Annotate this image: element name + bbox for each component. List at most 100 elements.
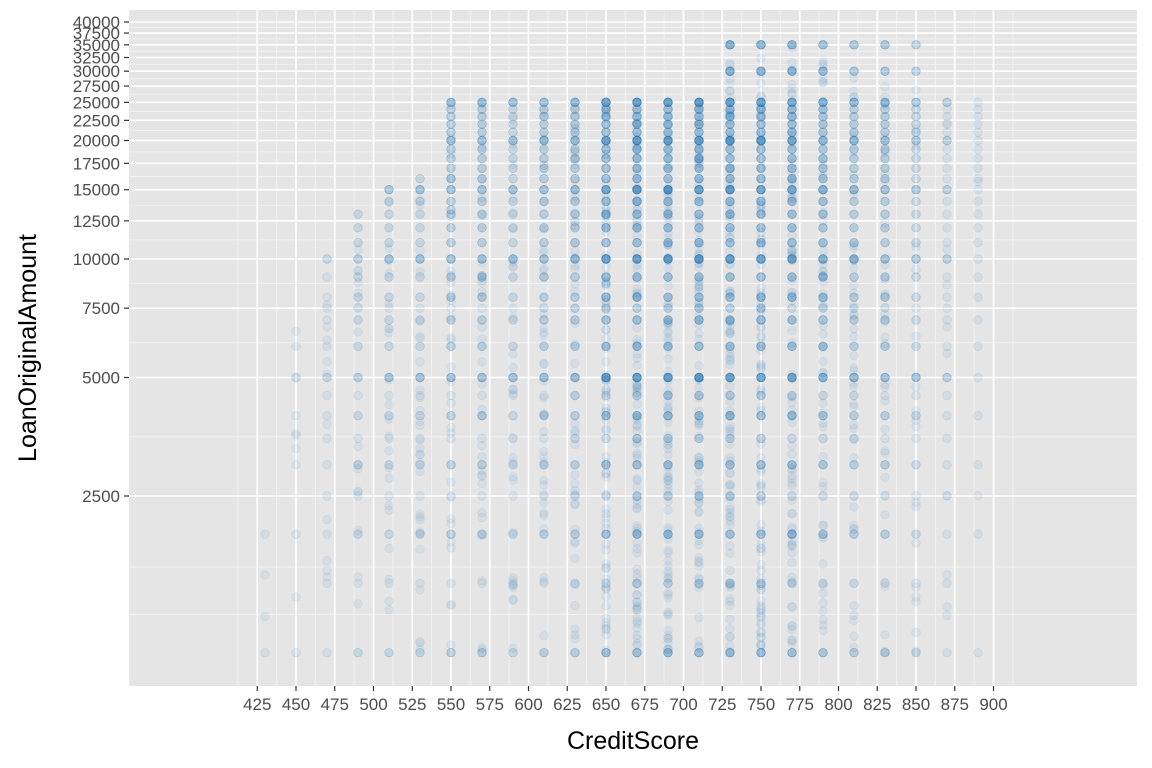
data-point bbox=[384, 410, 394, 421]
data-point bbox=[446, 238, 456, 248]
data-point bbox=[663, 153, 673, 164]
data-point bbox=[477, 111, 487, 122]
data-point bbox=[539, 163, 549, 173]
data-point bbox=[849, 240, 859, 251]
data-point bbox=[539, 135, 549, 146]
data-point bbox=[446, 315, 456, 325]
data-point bbox=[694, 243, 704, 254]
data-point bbox=[415, 173, 425, 184]
data-point bbox=[725, 410, 735, 420]
data-point bbox=[663, 525, 673, 535]
data-point bbox=[539, 173, 549, 184]
data-point bbox=[415, 410, 425, 421]
data-point bbox=[539, 153, 549, 164]
data-point bbox=[694, 466, 704, 477]
data-point bbox=[911, 390, 921, 401]
data-point bbox=[353, 238, 363, 248]
data-point bbox=[725, 632, 735, 642]
data-point bbox=[508, 97, 518, 108]
data-point bbox=[570, 372, 580, 383]
data-point bbox=[539, 153, 549, 164]
data-point bbox=[477, 153, 487, 164]
data-point bbox=[787, 104, 797, 114]
data-point bbox=[942, 348, 952, 359]
data-point bbox=[539, 254, 549, 264]
data-point bbox=[477, 104, 487, 115]
data-point bbox=[632, 144, 642, 154]
data-point bbox=[570, 97, 580, 108]
data-point bbox=[725, 135, 735, 146]
data-point bbox=[663, 254, 673, 264]
data-point bbox=[601, 315, 611, 325]
data-point bbox=[694, 97, 704, 108]
data-point bbox=[725, 223, 735, 233]
data-point bbox=[415, 333, 425, 343]
data-point bbox=[787, 465, 797, 475]
data-point bbox=[601, 254, 611, 264]
data-point bbox=[446, 196, 456, 207]
data-point bbox=[477, 433, 487, 444]
data-point bbox=[725, 410, 735, 421]
data-point bbox=[694, 487, 704, 498]
data-point bbox=[539, 111, 549, 122]
data-point bbox=[446, 372, 456, 383]
data-point bbox=[415, 416, 425, 427]
data-point bbox=[632, 111, 642, 122]
data-point bbox=[694, 433, 704, 444]
data-point bbox=[632, 254, 642, 264]
data-point bbox=[725, 85, 735, 96]
data-point bbox=[353, 487, 363, 497]
data-point bbox=[849, 128, 859, 139]
data-point bbox=[725, 164, 735, 174]
data-point bbox=[663, 299, 673, 310]
data-point bbox=[663, 127, 673, 137]
data-point bbox=[694, 238, 704, 248]
data-point bbox=[818, 606, 828, 616]
data-point bbox=[818, 580, 828, 590]
data-point bbox=[694, 254, 704, 264]
data-point bbox=[384, 268, 394, 279]
data-point bbox=[756, 332, 766, 343]
data-point bbox=[632, 254, 642, 264]
data-point bbox=[880, 133, 890, 143]
data-point bbox=[601, 184, 611, 195]
data-point bbox=[539, 111, 549, 122]
data-point bbox=[601, 303, 611, 313]
data-point bbox=[446, 491, 456, 501]
data-point bbox=[663, 300, 673, 310]
data-point bbox=[601, 135, 611, 146]
data-point bbox=[384, 596, 394, 606]
data-point bbox=[756, 406, 766, 416]
data-point bbox=[601, 184, 611, 195]
data-point bbox=[570, 341, 580, 352]
data-point bbox=[632, 97, 642, 108]
data-point bbox=[694, 196, 704, 207]
data-point bbox=[725, 348, 735, 359]
data-point bbox=[725, 254, 735, 264]
data-point bbox=[477, 184, 487, 195]
data-point bbox=[818, 144, 828, 154]
data-point bbox=[725, 578, 735, 589]
data-point bbox=[601, 238, 611, 248]
data-point bbox=[415, 209, 425, 219]
data-point bbox=[353, 525, 363, 535]
data-point bbox=[570, 253, 580, 263]
data-point bbox=[911, 254, 921, 264]
data-point bbox=[725, 136, 735, 147]
data-point bbox=[663, 417, 673, 428]
data-point bbox=[508, 104, 518, 115]
data-point bbox=[632, 491, 642, 501]
data-point bbox=[632, 254, 642, 264]
data-point bbox=[508, 315, 518, 325]
data-point bbox=[663, 163, 673, 173]
data-point bbox=[694, 249, 704, 260]
x-tick-label: 600 bbox=[514, 695, 542, 714]
data-point bbox=[632, 196, 642, 207]
data-point bbox=[415, 385, 425, 395]
data-point bbox=[663, 223, 673, 233]
data-point bbox=[539, 457, 549, 468]
data-point bbox=[446, 119, 456, 129]
data-point bbox=[694, 254, 704, 264]
data-point bbox=[818, 491, 828, 501]
data-point bbox=[415, 584, 425, 595]
